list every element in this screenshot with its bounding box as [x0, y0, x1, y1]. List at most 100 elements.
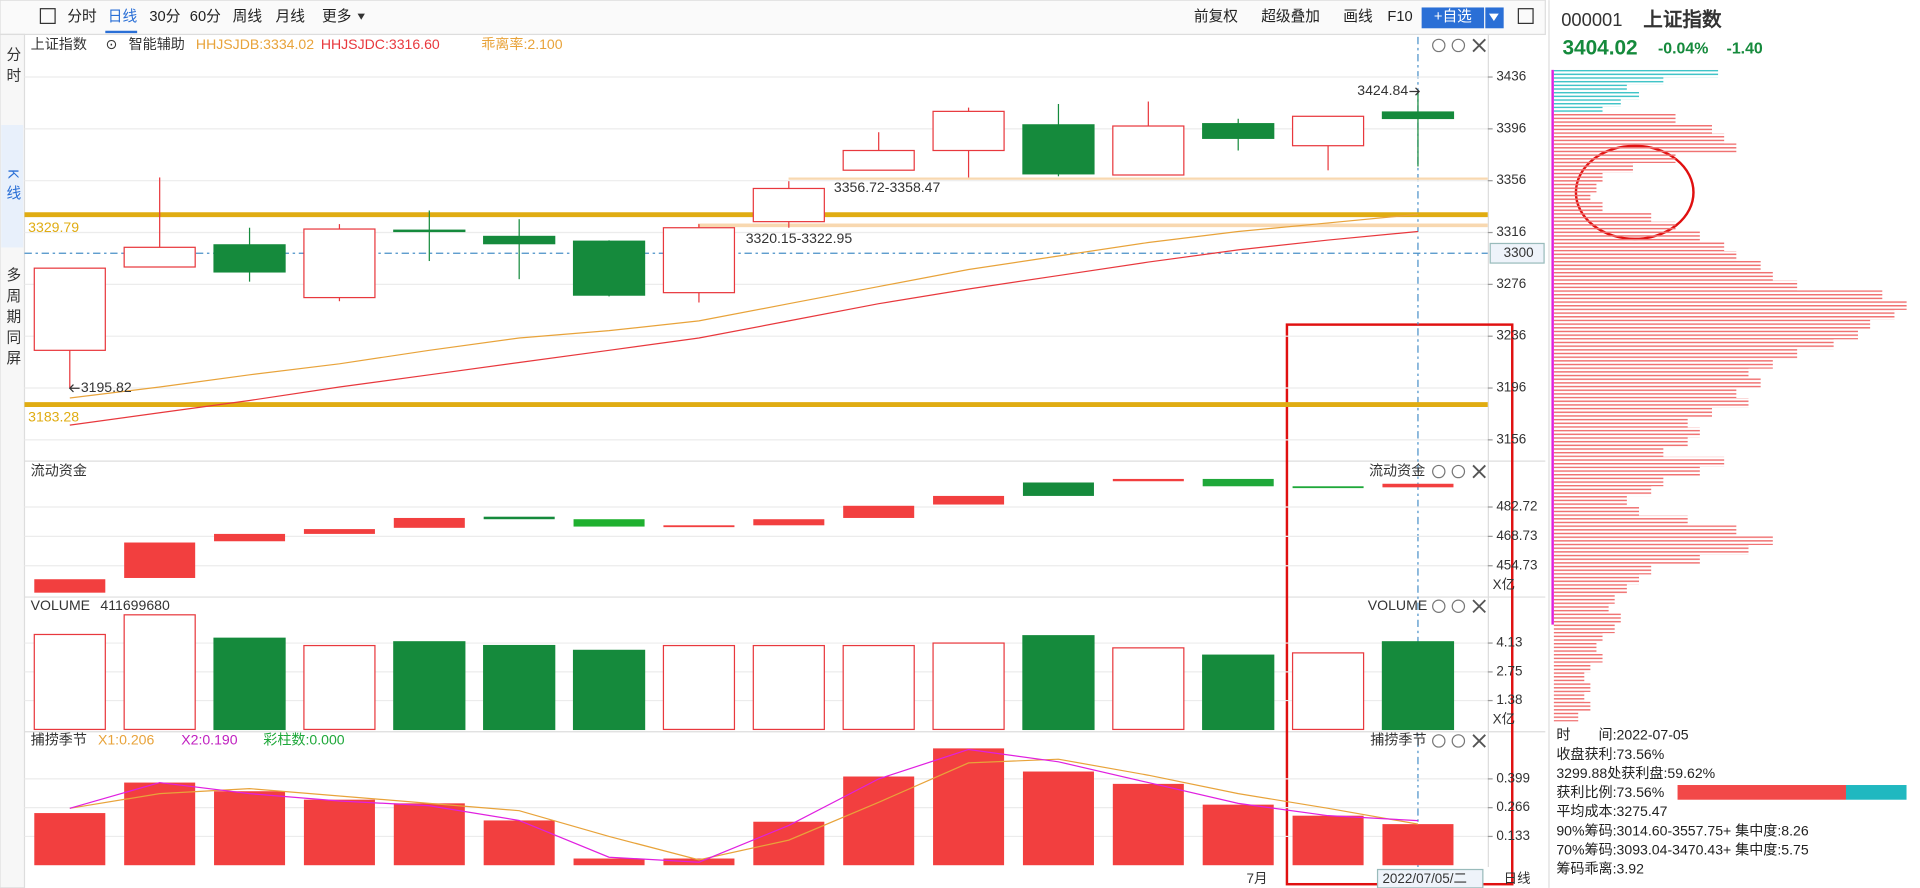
chip-bar [1553, 378, 1761, 389]
toolbar-item[interactable]: 更多 [322, 8, 351, 25]
toolbar [0, 0, 1546, 36]
chip-bar [1553, 143, 1737, 154]
help-icon[interactable] [1451, 734, 1466, 748]
chip-info: 收盘获利:73.56% [1556, 746, 1664, 762]
panel-title-right: 捕捞季节 [1370, 732, 1426, 748]
volume-bar [393, 641, 466, 731]
toolbar-item[interactable]: 周线 [233, 8, 263, 25]
settings-icon[interactable] [1432, 38, 1446, 53]
x-period: 日线 [1504, 871, 1531, 886]
layout-icon[interactable] [39, 8, 56, 25]
y-tick-label: 3276 [1496, 276, 1526, 291]
close-icon[interactable] [1472, 38, 1486, 53]
candle-body [1202, 123, 1275, 139]
chip-bar [1553, 319, 1871, 330]
chip-bar [1553, 162, 1633, 173]
volume-bar [752, 644, 825, 731]
season-bar [1112, 783, 1184, 866]
close-icon[interactable] [1472, 599, 1486, 614]
chip-bar [1553, 652, 1603, 663]
chip-bar [1553, 691, 1585, 702]
volume-bar [572, 649, 646, 731]
toolbar-item[interactable]: 60分 [190, 8, 221, 25]
toolbar-item[interactable]: 前复权 [1194, 7, 1238, 25]
season-bar [34, 813, 106, 866]
season-bar [933, 748, 1005, 866]
y-tick-label: 482.72 [1496, 499, 1537, 514]
toolbar-item[interactable]: 超级叠加 [1261, 8, 1320, 25]
flow-bar [483, 516, 555, 520]
volume-value: 411699680 [100, 597, 170, 613]
toolbar-item[interactable]: 画线 [1343, 8, 1373, 25]
y-tick-label: 2.75 [1496, 663, 1522, 678]
flow-bar [1112, 478, 1184, 482]
flow-bar [843, 505, 915, 518]
sidebar-tab[interactable]: K线 [4, 169, 20, 206]
chip-bar [1553, 221, 1676, 232]
chip-info: 筹码乖离:3.92 [1556, 860, 1644, 876]
flow-bar [393, 517, 465, 528]
close-icon[interactable] [1472, 464, 1486, 479]
volume-bar [1202, 654, 1275, 731]
panel-icon[interactable] [1517, 8, 1534, 25]
chip-bar [1553, 633, 1603, 643]
candle-body [1022, 124, 1095, 175]
unit-label: X亿 [1493, 577, 1515, 592]
x-date: 2022/07/05/二 [1382, 871, 1467, 886]
add-watch-button[interactable] [1421, 7, 1485, 29]
high-label: 3424.84 [1357, 82, 1408, 98]
indicator: HHJSJDC:3316.60 [321, 36, 440, 52]
flow-bar [303, 529, 375, 534]
chip-bar [1553, 77, 1664, 85]
flow-bar [573, 519, 645, 527]
y-tick-label: 3236 [1496, 328, 1526, 343]
chip-bar [1553, 398, 1749, 408]
help-icon[interactable] [1451, 38, 1466, 53]
chip-bar [1553, 290, 1883, 301]
panel-title: 捕捞季节 [31, 732, 87, 748]
toolbar-item[interactable]: 分时 [67, 8, 97, 25]
chip-bar [1553, 642, 1597, 653]
close-icon[interactable] [1472, 734, 1486, 748]
toolbar-item[interactable]: 30分 [149, 8, 180, 25]
toolbar-item[interactable]: F10 [1387, 9, 1412, 25]
y-tick-label: 3396 [1496, 120, 1526, 135]
chip-bar [1553, 133, 1725, 144]
chart-title: 上证指数 [31, 36, 87, 52]
y-tick-label: 0.399 [1496, 770, 1530, 785]
chip-bar [1553, 280, 1798, 291]
panel-title: 流动资金 [31, 462, 87, 478]
moving-average [69, 213, 1419, 399]
chip-info: 平均成本:3275.47 [1556, 803, 1667, 819]
chip-bar [1553, 368, 1749, 379]
volume-bar [213, 637, 286, 731]
loss-ratio-bar [1845, 785, 1907, 800]
chip-bar [1553, 505, 1640, 516]
volume-bar [123, 614, 196, 731]
help-icon[interactable] [1451, 464, 1466, 479]
toolbar-item[interactable]: +自选 [1434, 8, 1472, 25]
sidebar-tab[interactable]: 多周期同屏 [4, 267, 20, 371]
settings-icon[interactable] [1432, 464, 1446, 479]
flow-bar [1022, 482, 1094, 496]
settings-icon[interactable] [1432, 734, 1446, 748]
quote-change: -1.40 [1727, 40, 1763, 57]
assist-icon[interactable]: ⊙ [106, 36, 118, 52]
season-line [69, 758, 1419, 861]
season-bar [1202, 804, 1274, 866]
season-bar [303, 799, 375, 866]
settings-icon[interactable] [1432, 599, 1446, 613]
toolbar-item[interactable]: 日线 [108, 8, 138, 25]
chip-bar [1553, 123, 1712, 134]
candle-body [303, 228, 376, 299]
x-month: 7月 [1247, 871, 1268, 886]
chip-info: 3299.88处获利盘:59.62% [1556, 765, 1715, 781]
chip-bar [1553, 701, 1591, 712]
sidebar-tab[interactable]: 分时 [4, 47, 20, 89]
y-tick-label: 3196 [1496, 380, 1526, 395]
season-bar [214, 791, 286, 866]
chip-bar [1553, 662, 1591, 673]
help-icon[interactable] [1451, 599, 1466, 613]
chip-bar [1553, 84, 1627, 92]
toolbar-item[interactable]: 月线 [276, 8, 306, 25]
